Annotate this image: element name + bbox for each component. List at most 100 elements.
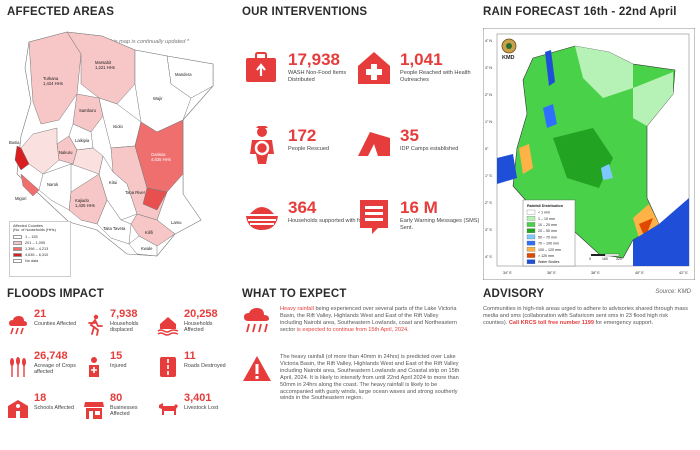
latitude-tick-label: 2° N (485, 93, 492, 97)
label-turkana-value: 1,424 HHs (43, 81, 63, 86)
latitude-tick-label: 3° N (485, 66, 492, 70)
expect-text-1: Heavy rainfall being experienced over se… (280, 306, 462, 334)
stat-value: 17,938 (288, 50, 340, 69)
advisory-text: Communities in high-risk areas urged to … (483, 306, 689, 327)
rain-forecast-map: KMD Rainfall Distribution < 1 mm 1 – 10 m… (483, 28, 695, 280)
affected-counties-map: Turkana 1,424 HHs Marsabit 1,221 HHs Man… (9, 31, 214, 257)
rain-legend-label: 70 – 100 mm (538, 242, 559, 246)
advisory-panel: ADVISORY Communities in high-risk areas … (483, 288, 695, 448)
intervention-wash: 17,938 WASH Non-Food Items Distributed (242, 48, 362, 94)
impact-label: Roads Destroyed (184, 363, 226, 369)
legend-row: No data (13, 258, 67, 263)
county-kwale (128, 235, 158, 257)
interventions-panel: OUR INTERVENTIONS 17,938 WASH Non-Food I… (242, 6, 482, 278)
indian-ocean (633, 198, 689, 266)
impact-label: Counties Affected (34, 321, 77, 327)
tent-icon (358, 132, 390, 156)
advisory-text-end: for emergency support. (594, 319, 654, 326)
impact-label: Injured (110, 363, 127, 369)
floods-impact-panel: FLOODS IMPACT 21 Counties Affected 7,938… (7, 288, 235, 448)
impact-injured: 15 Injured (83, 350, 153, 390)
stat-value: 364 (288, 198, 317, 217)
impact-value: 80 (110, 392, 123, 404)
legend-label: 1,396 – 4,213 (25, 246, 49, 251)
expect-highlight-heavy-rainfall: Heavy rainfall (280, 306, 314, 312)
rain-forecast-panel: RAIN FORECAST 16th - 22nd April KMD Rain… (483, 6, 695, 295)
rain-legend-label: Water Bodies (538, 260, 560, 264)
latitude-tick-label: 0° (485, 147, 489, 151)
impact-value: 3,401 (184, 392, 212, 404)
latitude-tick-label: 4° S (485, 255, 492, 259)
label-wajir: Wajir (153, 96, 163, 101)
legend-swatch (13, 258, 22, 263)
county-garissa-highlight (142, 187, 168, 211)
intervention-sms: 16 M Early Warning Messages (SMS) Sent. (354, 196, 479, 242)
food-bowl-icon (246, 207, 278, 230)
livestock-icon (159, 403, 178, 415)
legend-swatch (13, 240, 22, 245)
longitude-ticks: 34° E 36° E 38° E 40° E 42° E (503, 271, 688, 275)
scale-label: 0 (589, 257, 591, 261)
label-marsabit-value: 1,221 HHs (95, 65, 115, 70)
latitude-tick-label: 3° S (485, 228, 492, 232)
rain-legend-swatch (526, 209, 536, 215)
label-taita: Taita Taveta (103, 226, 126, 231)
impact-livestock: 3,401 Livestock Lost (157, 392, 227, 432)
impact-value: 21 (34, 308, 47, 320)
affected-areas-panel: AFFECTED AREAS This map is continually u… (7, 6, 225, 278)
affected-areas-title: AFFECTED AREAS (7, 6, 115, 18)
what-to-expect-panel: WHAT TO EXPECT Heavy rainfall being expe… (242, 288, 482, 448)
stat-label: WASH Non-Food Items Distributed (288, 70, 347, 83)
label-kajiado: Kajiado (75, 198, 90, 203)
impact-label: Acreage of Crops affected (34, 363, 76, 376)
rain-zone-orange-west (519, 144, 533, 174)
label-kilifi: Kilifi (145, 230, 153, 235)
intervention-rescue: 172 People Rescued (242, 124, 362, 170)
kmd-logo: KMD (501, 38, 517, 61)
label-turkana: Turkana (43, 76, 59, 81)
legend-subtitle: (No. of households (HHs) (13, 228, 56, 233)
advisory-title: ADVISORY (483, 288, 545, 300)
rain-forecast-title: RAIN FORECAST 16th - 22nd April (483, 6, 677, 18)
label-busia: Busia (9, 140, 20, 145)
impact-displaced: 7,938 Households displaced (83, 308, 153, 348)
rain-legend-swatch (526, 240, 536, 246)
rain-legend-swatch (526, 259, 536, 264)
label-kitui: Kitui (109, 180, 117, 185)
rain-legend-swatch (526, 247, 536, 252)
rain-legend-swatch (526, 222, 536, 227)
rain-legend-label: 10 – 20 mm (538, 223, 557, 227)
label-migori: Migori (15, 196, 26, 201)
what-to-expect-title: WHAT TO EXPECT (242, 288, 347, 300)
rain-legend-label: 1 – 10 mm (538, 217, 555, 221)
expect-highlight-continue: is expected to continue from 15th April,… (296, 326, 409, 333)
interventions-title: OUR INTERVENTIONS (242, 6, 368, 18)
impact-label: Schools Affected (34, 405, 75, 411)
label-marsabit: Marsabit (95, 60, 112, 65)
stat-label: Households supported with food (288, 218, 368, 224)
health-cross-icon (358, 52, 390, 84)
label-samburu: Samburu (79, 108, 97, 113)
legend-row: 1 – 153 (13, 234, 67, 239)
legend-swatch (13, 252, 22, 257)
rain-zone-light-north (575, 46, 633, 98)
rain-zone-red-coast (639, 218, 653, 238)
impact-value: 11 (184, 350, 196, 362)
rain-legend-swatch (526, 234, 536, 240)
legend-row: 201 – 1,095 (13, 240, 67, 245)
rain-legend-label: 100 – 120 mm (538, 248, 561, 252)
stat-value: 172 (288, 126, 317, 145)
heavy-rain-icon (244, 308, 269, 333)
impact-value: 20,258 (184, 308, 218, 320)
road-icon (160, 357, 176, 377)
legend-title: Affected Counties (13, 224, 43, 228)
scale-bar: 0 160 320 (589, 253, 622, 261)
rain-zone-dark-center (553, 128, 613, 188)
rain-zone-blue (543, 104, 557, 128)
scale-label: 320 (616, 257, 622, 261)
stat-label: IDP Camps established (400, 146, 459, 152)
advisory-text-body: Communities in high-risk areas urged to … (483, 306, 688, 326)
latitude-tick-label: 1° S (485, 174, 492, 178)
stat-value: 1,041 (400, 50, 443, 69)
impact-label: Households displaced (110, 321, 139, 334)
